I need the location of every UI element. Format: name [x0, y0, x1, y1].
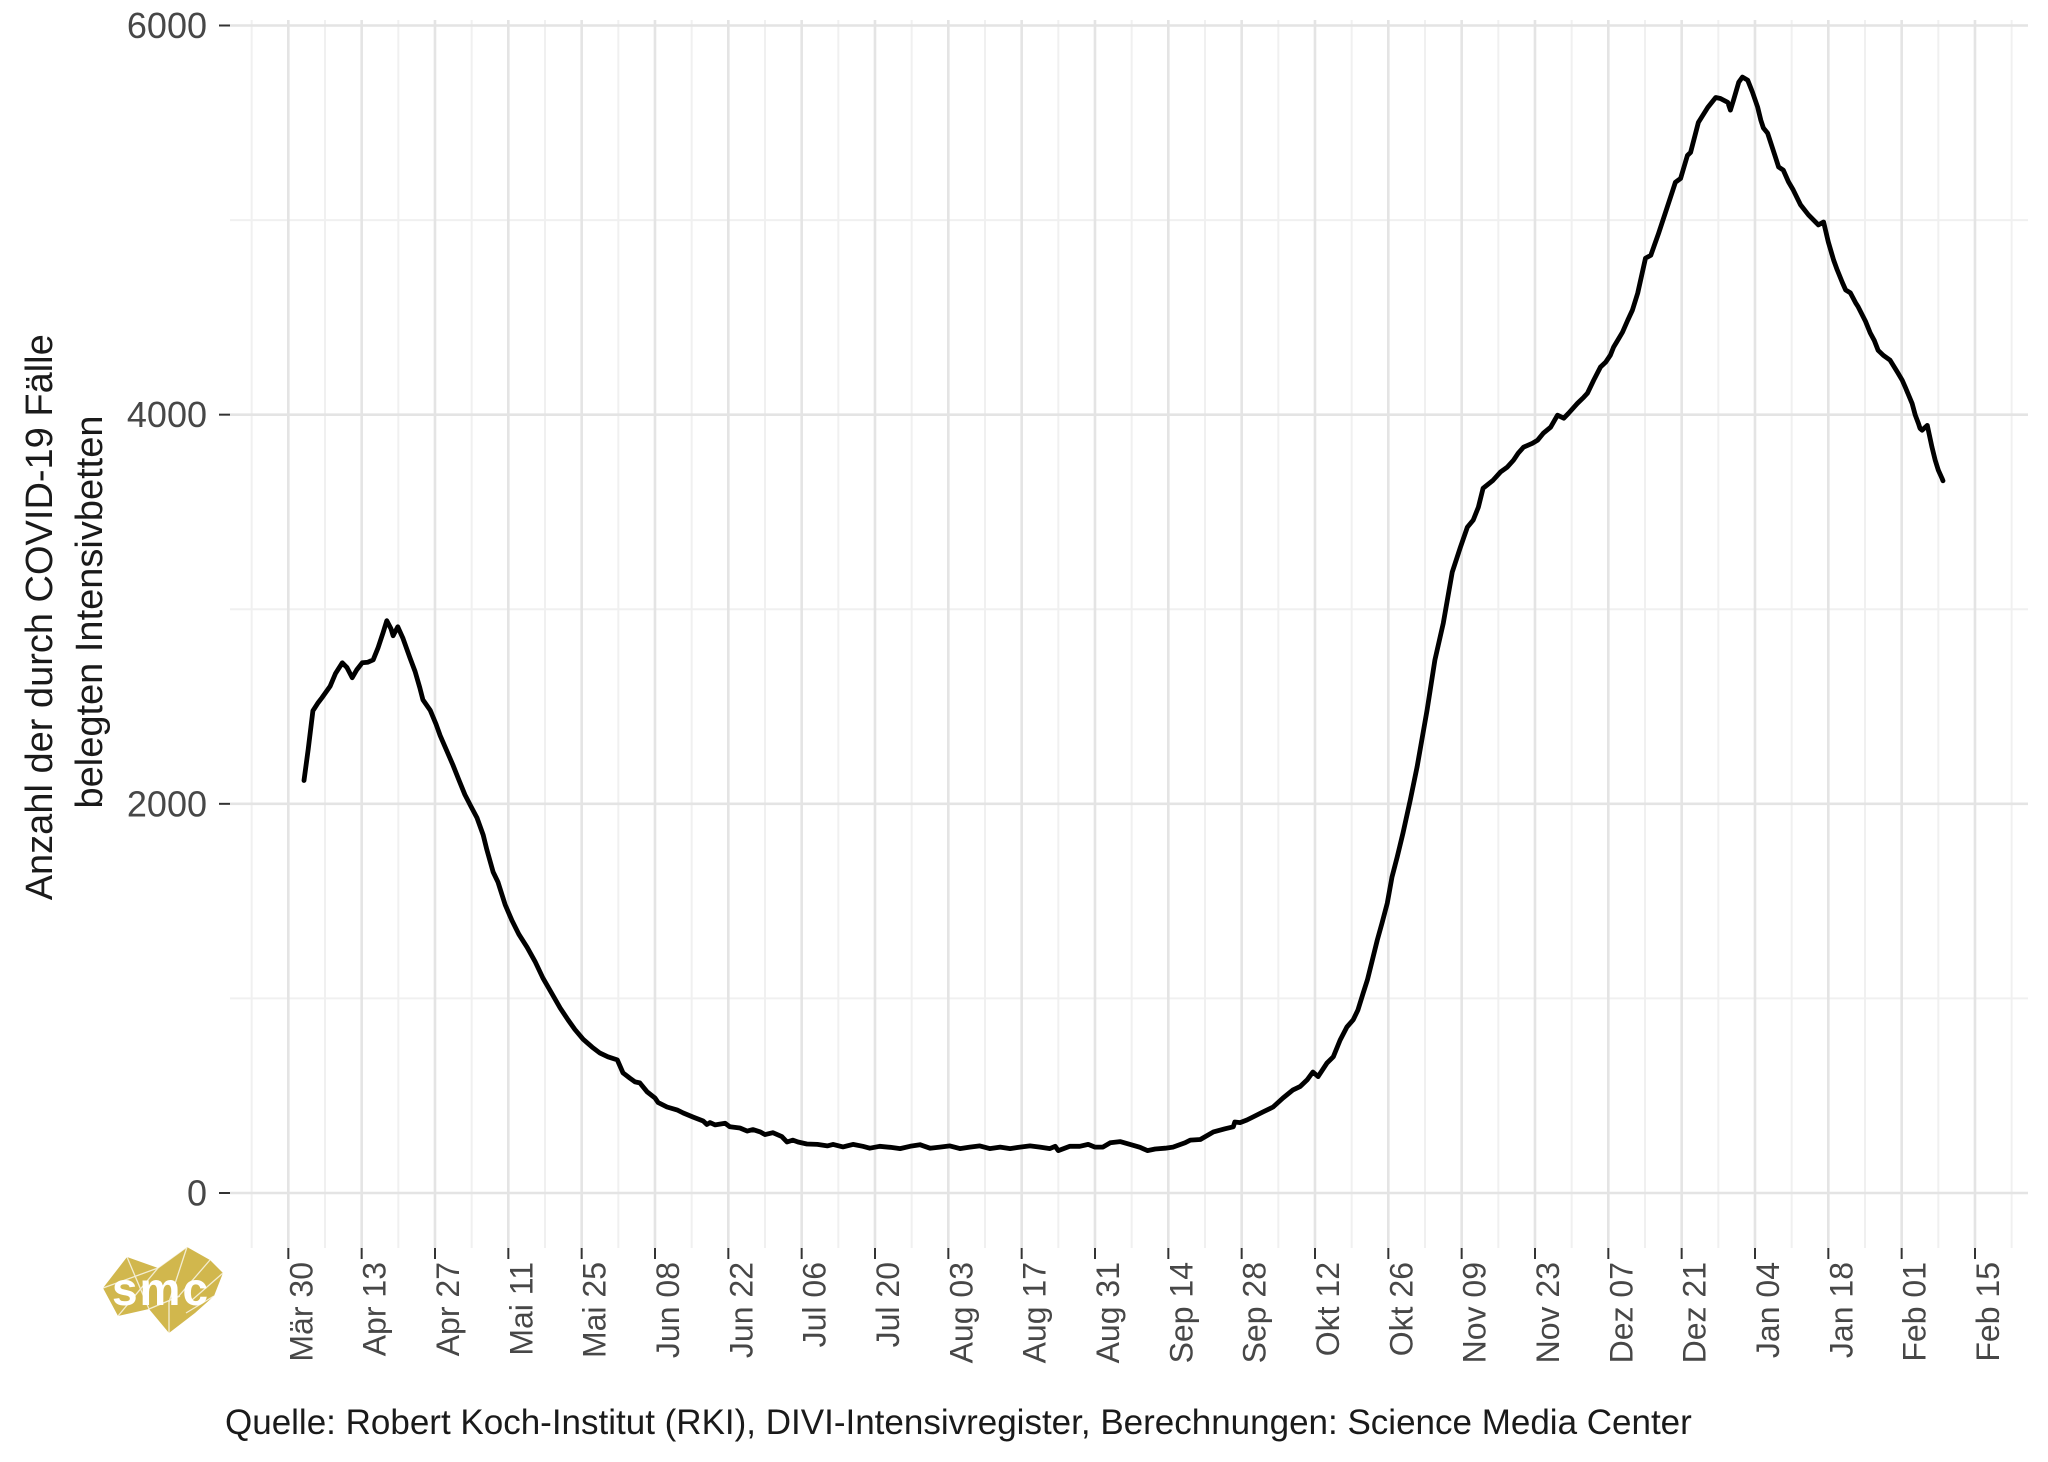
x-tick-label: Feb 01 — [1897, 1262, 1933, 1362]
smc-logo-facets — [102, 1246, 224, 1333]
x-tick-label: Jul 20 — [870, 1262, 906, 1347]
x-tick-label: Nov 09 — [1457, 1262, 1493, 1363]
x-tick-label: Aug 03 — [943, 1262, 979, 1363]
x-tick-label: Nov 23 — [1530, 1262, 1566, 1363]
smc-logo-shape — [103, 1247, 223, 1333]
x-tick-label: Apr 27 — [430, 1262, 466, 1356]
x-tick-label: Jul 06 — [797, 1262, 833, 1347]
smc-logo-text: smc — [112, 1263, 210, 1315]
axis-ticks — [219, 24, 1976, 1259]
x-tick-label: Apr 13 — [357, 1262, 393, 1356]
x-tick-label: Jan 18 — [1823, 1262, 1859, 1358]
caption: Quelle: Robert Koch-Institut (RKI), DIVI… — [225, 1403, 1692, 1442]
x-tick-label: Okt 12 — [1310, 1262, 1346, 1356]
x-tick-label: Dez 21 — [1677, 1262, 1713, 1363]
y-tick-label: 4000 — [127, 394, 207, 435]
y-tick-label: 2000 — [127, 783, 207, 824]
x-tick-label: Mai 11 — [503, 1262, 539, 1356]
x-tick-label: Okt 26 — [1383, 1262, 1419, 1356]
x-tick-label: Feb 15 — [1970, 1262, 2006, 1362]
y-tick-label: 6000 — [127, 5, 207, 46]
y-axis-title: Anzahl der durch COVID-19 Fälle belegten… — [19, 324, 111, 901]
y-axis-tick-labels: 0 2000 4000 6000 — [127, 5, 207, 1214]
icu-beds-line-series — [301, 74, 1946, 1153]
x-tick-label: Sep 28 — [1237, 1262, 1273, 1363]
icu-beds-curve — [301, 74, 1946, 1153]
x-tick-label: Jan 04 — [1750, 1262, 1786, 1358]
x-tick-label: Sep 14 — [1163, 1262, 1199, 1363]
smc-logo: smc — [102, 1246, 224, 1333]
x-tick-label: Aug 17 — [1017, 1262, 1053, 1363]
y-axis-title-line2: belegten Intensivbetten — [69, 416, 111, 809]
x-axis-tick-labels: Mär 30 Apr 13 Apr 27 Mai 11 Mai 25 Jun 08 Jun … — [283, 1262, 2006, 1363]
x-tick-label: Jun 22 — [723, 1262, 759, 1358]
x-tick-label: Aug 31 — [1090, 1262, 1126, 1363]
plot-panel — [230, 20, 2028, 1248]
x-tick-label: Mär 30 — [283, 1262, 319, 1362]
x-tick-label: Jun 08 — [650, 1262, 686, 1358]
gridlines-minor — [230, 20, 2028, 1248]
x-tick-label: Mai 25 — [577, 1262, 613, 1358]
x-tick-label: Dez 07 — [1603, 1262, 1639, 1363]
gridlines-major — [230, 20, 2028, 1248]
y-tick-label: 0 — [187, 1173, 207, 1214]
y-axis-title-line1: Anzahl der durch COVID-19 Fälle — [19, 334, 61, 900]
